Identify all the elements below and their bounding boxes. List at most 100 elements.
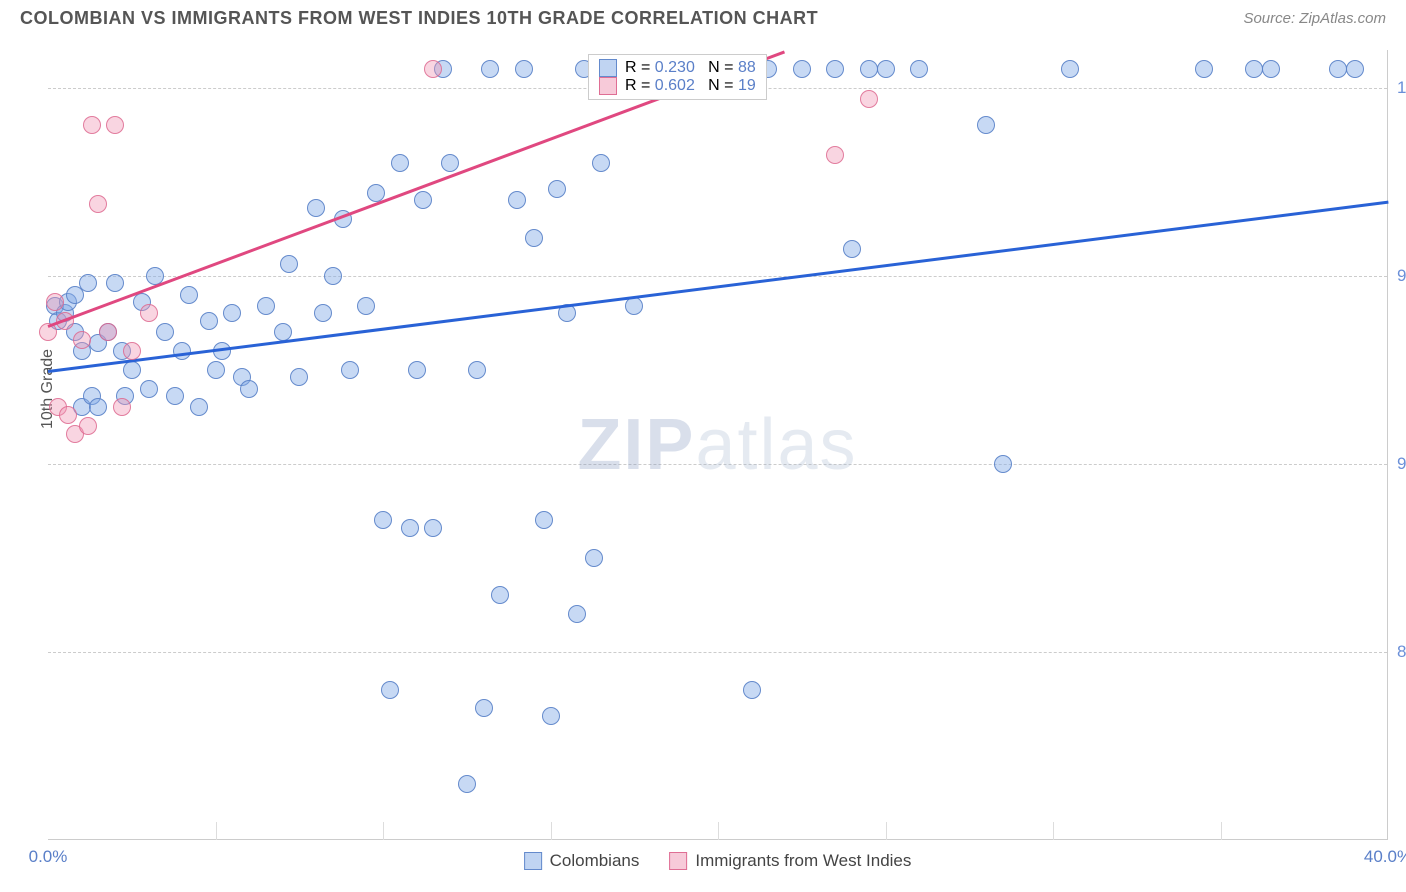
data-point: [73, 331, 91, 349]
y-tick-label: 90.0%: [1397, 454, 1406, 474]
chart-title: COLOMBIAN VS IMMIGRANTS FROM WEST INDIES…: [20, 8, 818, 29]
data-point: [508, 191, 526, 209]
data-point: [324, 267, 342, 285]
data-point: [548, 180, 566, 198]
legend-swatch: [524, 852, 542, 870]
data-point: [190, 398, 208, 416]
gridline-vertical: [1221, 822, 1222, 840]
data-point: [843, 240, 861, 258]
y-tick-label: 95.0%: [1397, 266, 1406, 286]
data-point: [156, 323, 174, 341]
data-point: [140, 380, 158, 398]
data-point: [290, 368, 308, 386]
legend-label: Colombians: [550, 851, 640, 871]
legend-stats: R = 0.230 N = 88: [625, 59, 756, 77]
data-point: [424, 60, 442, 78]
data-point: [475, 699, 493, 717]
data-point: [585, 549, 603, 567]
legend-label: Immigrants from West Indies: [695, 851, 911, 871]
legend-swatch: [599, 59, 617, 77]
x-tick-label: 0.0%: [29, 847, 68, 867]
data-point: [173, 342, 191, 360]
legend-swatch: [669, 852, 687, 870]
legend-stats: R = 0.602 N = 19: [625, 77, 756, 95]
data-point: [424, 519, 442, 537]
series-legend: Colombians Immigrants from West Indies: [524, 851, 912, 871]
correlation-legend-row: R = 0.602 N = 19: [599, 77, 756, 95]
data-point: [280, 255, 298, 273]
data-point: [381, 681, 399, 699]
data-point: [99, 323, 117, 341]
data-point: [860, 90, 878, 108]
data-point: [314, 304, 332, 322]
data-point: [877, 60, 895, 78]
trend-line: [48, 200, 1388, 372]
data-point: [1262, 60, 1280, 78]
gridline-vertical: [886, 822, 887, 840]
series-legend-item: Colombians: [524, 851, 640, 871]
data-point: [441, 154, 459, 172]
data-point: [123, 361, 141, 379]
data-point: [458, 775, 476, 793]
data-point: [1195, 60, 1213, 78]
data-point: [1346, 60, 1364, 78]
data-point: [542, 707, 560, 725]
data-point: [341, 361, 359, 379]
data-point: [140, 304, 158, 322]
data-point: [826, 146, 844, 164]
legend-swatch: [599, 77, 617, 95]
data-point: [743, 681, 761, 699]
data-point: [481, 60, 499, 78]
data-point: [910, 60, 928, 78]
data-point: [401, 519, 419, 537]
source-label: Source: ZipAtlas.com: [1243, 10, 1386, 27]
chart-area: 85.0%90.0%95.0%100.0%0.0%40.0%ZIPatlasR …: [48, 50, 1388, 840]
correlation-legend: R = 0.230 N = 88R = 0.602 N = 19: [588, 54, 767, 100]
data-point: [257, 297, 275, 315]
x-tick-label: 40.0%: [1364, 847, 1406, 867]
data-point: [106, 274, 124, 292]
data-point: [408, 361, 426, 379]
y-tick-label: 85.0%: [1397, 642, 1406, 662]
data-point: [826, 60, 844, 78]
data-point: [89, 398, 107, 416]
data-point: [1329, 60, 1347, 78]
data-point: [515, 60, 533, 78]
data-point: [106, 116, 124, 134]
data-point: [59, 406, 77, 424]
data-point: [391, 154, 409, 172]
data-point: [414, 191, 432, 209]
data-point: [46, 293, 64, 311]
data-point: [180, 286, 198, 304]
data-point: [207, 361, 225, 379]
gridline-vertical: [383, 822, 384, 840]
gridline-horizontal: [48, 652, 1387, 653]
data-point: [83, 116, 101, 134]
data-point: [860, 60, 878, 78]
series-legend-item: Immigrants from West Indies: [669, 851, 911, 871]
data-point: [200, 312, 218, 330]
watermark: ZIPatlas: [577, 404, 857, 486]
gridline-vertical: [551, 822, 552, 840]
data-point: [468, 361, 486, 379]
data-point: [1061, 60, 1079, 78]
data-point: [525, 229, 543, 247]
data-point: [240, 380, 258, 398]
data-point: [357, 297, 375, 315]
data-point: [79, 417, 97, 435]
gridline-vertical: [1053, 822, 1054, 840]
data-point: [374, 511, 392, 529]
gridline-vertical: [216, 822, 217, 840]
gridline-horizontal: [48, 276, 1387, 277]
gridline-vertical: [718, 822, 719, 840]
data-point: [535, 511, 553, 529]
data-point: [89, 195, 107, 213]
data-point: [123, 342, 141, 360]
gridline-horizontal: [48, 464, 1387, 465]
data-point: [977, 116, 995, 134]
data-point: [994, 455, 1012, 473]
data-point: [274, 323, 292, 341]
data-point: [307, 199, 325, 217]
correlation-legend-row: R = 0.230 N = 88: [599, 59, 756, 77]
data-point: [793, 60, 811, 78]
